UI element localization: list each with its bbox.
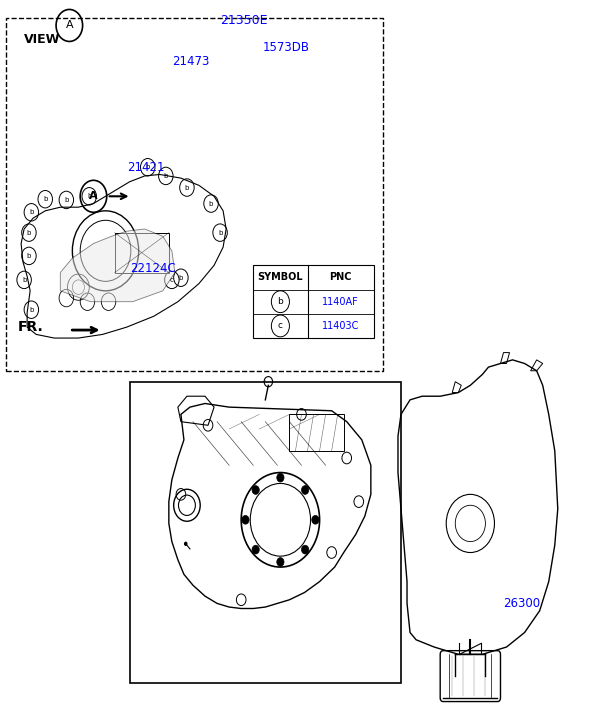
Text: A: A [89,191,98,201]
Circle shape [302,486,309,494]
Polygon shape [60,229,175,302]
Text: A: A [66,20,73,31]
Text: b: b [27,253,31,259]
Circle shape [277,558,284,566]
Text: b: b [29,209,34,215]
Text: c: c [278,321,283,331]
Text: b: b [163,173,168,179]
Text: b: b [277,297,283,306]
Text: b: b [64,197,69,203]
Text: b: b [185,185,189,190]
Text: 21421: 21421 [127,161,164,174]
Text: 21350E: 21350E [220,14,268,27]
Circle shape [312,515,319,524]
Bar [130,382,401,683]
Text: b: b [22,277,27,283]
Circle shape [277,473,284,482]
Text: 11403C: 11403C [322,321,359,331]
Text: 22124C: 22124C [130,262,175,276]
Text: 1573DB: 1573DB [262,41,309,54]
Text: b: b [145,164,150,170]
Text: SYMBOL: SYMBOL [257,273,303,283]
Text: b: b [29,307,34,313]
Circle shape [242,515,249,524]
Text: b: b [43,196,48,202]
Circle shape [302,545,309,554]
Text: 1140AF: 1140AF [323,297,359,307]
Text: b: b [87,193,92,199]
Bar [253,265,374,338]
Text: c: c [170,277,174,283]
Text: FR.: FR. [18,320,44,334]
Text: VIEW: VIEW [24,33,60,46]
Text: 21473: 21473 [172,55,209,68]
Text: b: b [27,230,31,236]
Circle shape [184,542,188,546]
Circle shape [252,545,259,554]
Text: 26300: 26300 [504,597,541,610]
Circle shape [252,486,259,494]
Text: b: b [178,275,183,281]
Text: b: b [209,201,213,206]
Text: PNC: PNC [329,273,352,283]
Text: b: b [218,230,223,236]
